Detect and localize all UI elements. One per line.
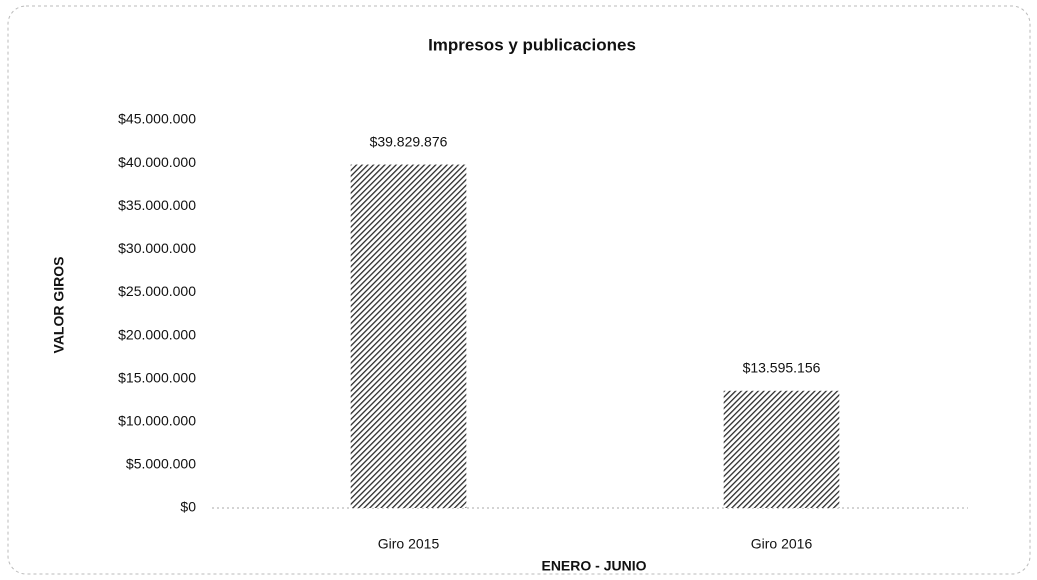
x-axis-title: ENERO - JUNIO: [541, 558, 646, 574]
y-tick-label: $15.000.000: [118, 369, 196, 385]
chart-title: Impresos y publicaciones: [428, 35, 636, 54]
y-tick-label: $20.000.000: [118, 326, 196, 342]
x-tick-label: Giro 2016: [751, 536, 813, 552]
y-tick-label: $0: [180, 499, 196, 515]
y-tick-label: $25.000.000: [118, 283, 196, 299]
x-tick-label: Giro 2015: [378, 536, 440, 552]
y-tick-label: $10.000.000: [118, 412, 196, 428]
bar: [350, 164, 467, 509]
y-tick-label: $45.000.000: [118, 111, 196, 127]
y-tick-label: $35.000.000: [118, 197, 196, 213]
y-tick-label: $30.000.000: [118, 240, 196, 256]
y-axis-title: VALOR GIROS: [51, 257, 67, 354]
data-label: $39.829.876: [370, 133, 448, 149]
data-label: $13.595.156: [743, 359, 821, 375]
y-tick-label: $5.000.000: [126, 456, 196, 472]
bar: [723, 390, 840, 508]
y-tick-label: $40.000.000: [118, 154, 196, 170]
